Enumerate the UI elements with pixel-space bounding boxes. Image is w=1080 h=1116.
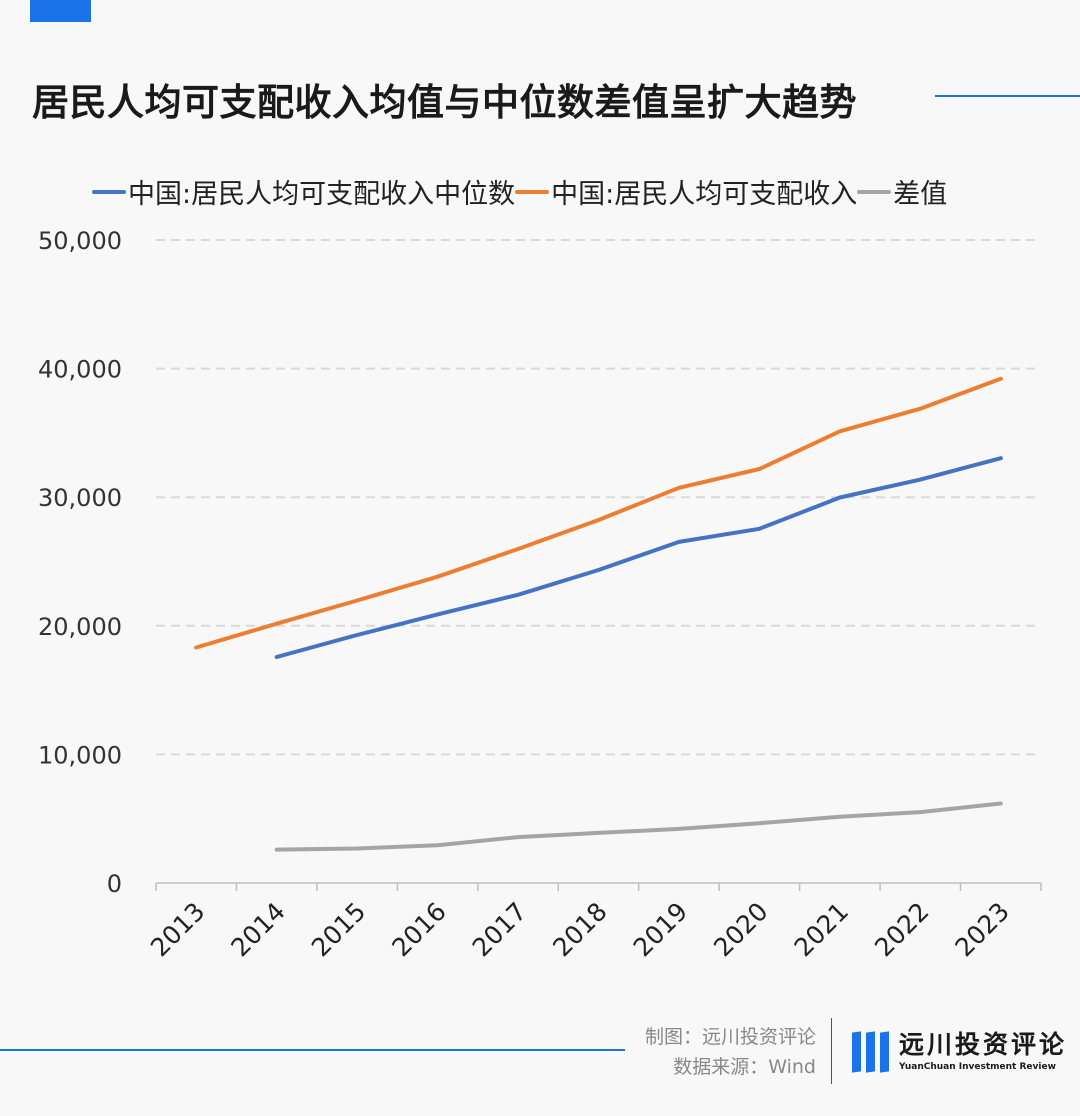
- top-accent-tab: [30, 0, 91, 22]
- y-tick-label: 30,000: [38, 484, 122, 512]
- legend-swatch-diff: [857, 189, 892, 194]
- credit-source: 数据来源：Wind: [673, 1056, 816, 1078]
- x-tick-label: 2017: [467, 897, 532, 962]
- legend-item-median: 中国:居民人均可支配收入中位数: [92, 172, 515, 211]
- legend-label-diff: 差值: [893, 179, 948, 210]
- title-accent-line: [935, 95, 1080, 97]
- credit-maker: 制图：远川投资评论: [644, 1026, 816, 1048]
- x-tick-label: 2021: [789, 897, 854, 962]
- legend-swatch-median: [92, 189, 126, 194]
- brand-bars-icon: [852, 1031, 889, 1073]
- x-tick-label: 2015: [306, 897, 371, 962]
- x-tick-label: 2018: [547, 897, 612, 962]
- legend-swatch-mean: [515, 189, 550, 194]
- chart-title: 居民人均可支配收入均值与中位数差值呈扩大趋势: [32, 81, 857, 124]
- footer-accent-line: [0, 1049, 625, 1051]
- series-line-mean: [194, 376, 1003, 650]
- x-tick-label: 2019: [628, 897, 693, 962]
- y-tick-label: 0: [107, 870, 122, 898]
- legend-item-mean: 中国:居民人均可支配收入: [515, 172, 857, 211]
- x-tick-label: 2023: [950, 897, 1015, 962]
- footer-divider: [831, 1018, 832, 1084]
- chart-legend: 中国:居民人均可支配收入中位数 中国:居民人均可支配收入 差值: [92, 172, 947, 211]
- x-tick-label: 2014: [225, 897, 290, 962]
- brand-logo: 远川投资评论 YuanChuan Investment Review: [852, 1030, 1068, 1073]
- legend-label-median: 中国:居民人均可支配收入中位数: [128, 179, 516, 210]
- x-tick-label: 2020: [708, 897, 773, 962]
- y-tick-label: 50,000: [38, 227, 122, 255]
- x-tick-label: 2013: [145, 897, 210, 962]
- x-tick-label: 2022: [869, 897, 934, 962]
- brand-name-en: YuanChuan Investment Review: [899, 1062, 1056, 1072]
- y-tick-label: 40,000: [38, 356, 122, 384]
- series-line-diff: [274, 801, 1003, 852]
- legend-item-diff: 差值: [857, 172, 947, 211]
- y-tick-label: 20,000: [38, 613, 122, 641]
- x-tick-label: 2016: [386, 897, 451, 962]
- series-line-median: [274, 456, 1003, 659]
- credit-block: 制图：远川投资评论 数据来源：Wind: [645, 1022, 816, 1082]
- brand-name-cn: 远川投资评论: [899, 1030, 1068, 1059]
- y-tick-label: 10,000: [38, 741, 122, 769]
- legend-label-mean: 中国:居民人均可支配收入: [551, 179, 858, 210]
